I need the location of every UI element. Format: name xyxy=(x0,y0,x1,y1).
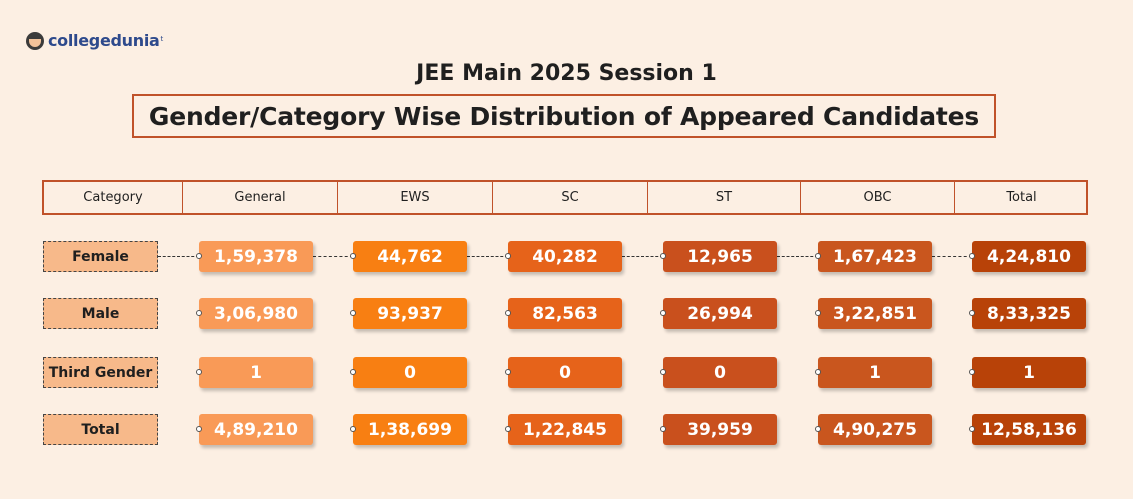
table-cell: 0 xyxy=(660,357,777,388)
cell-value: 39,959 xyxy=(687,419,753,440)
connector-dot-icon xyxy=(505,426,511,432)
row-connector xyxy=(932,256,972,257)
connector-dot-icon xyxy=(505,310,511,316)
header-cell-obc: OBC xyxy=(800,182,954,213)
table-cell: 39,959 xyxy=(660,414,777,445)
cell-value: 93,937 xyxy=(377,303,443,324)
brand-name: collegedunia xyxy=(48,31,160,50)
table-cell: 26,994 xyxy=(660,298,777,329)
connector-dot-icon xyxy=(505,253,511,259)
header-cell-category: Category xyxy=(83,190,143,205)
table-cell: 82,563 xyxy=(505,298,622,329)
table-cell: 1 xyxy=(815,357,932,388)
cell-value: 0 xyxy=(714,362,726,383)
row-connector xyxy=(313,256,353,257)
brand-mark: t xyxy=(160,35,164,43)
cell-value: 1,67,423 xyxy=(833,246,917,267)
cell-value: 1,59,378 xyxy=(214,246,298,267)
connector-dot-icon xyxy=(660,426,666,432)
table-cell: 3,22,851 xyxy=(815,298,932,329)
connector-dot-icon xyxy=(660,253,666,259)
table-cell: 40,282 xyxy=(505,241,622,272)
cell-value: 40,282 xyxy=(532,246,598,267)
row-connector xyxy=(777,256,818,257)
connector-dot-icon xyxy=(350,310,356,316)
table-header: Category General EWS SC ST OBC Total xyxy=(42,180,1088,215)
cell-value: 1 xyxy=(1023,362,1035,383)
connector-dot-icon xyxy=(196,253,202,259)
header-cell-sc: SC xyxy=(492,182,647,213)
table-cell: 1 xyxy=(969,357,1086,388)
connector-dot-icon xyxy=(196,426,202,432)
connector-dot-icon xyxy=(969,310,975,316)
cell-value: 3,22,851 xyxy=(833,303,917,324)
page-title: JEE Main 2025 Session 1 xyxy=(416,61,717,86)
cell-value: 8,33,325 xyxy=(987,303,1071,324)
table-cell: 3,06,980 xyxy=(196,298,313,329)
connector-dot-icon xyxy=(350,426,356,432)
table-cell: 12,58,136 xyxy=(969,414,1086,445)
connector-dot-icon xyxy=(660,310,666,316)
table-cell: 0 xyxy=(350,357,467,388)
header-cell-total: Total xyxy=(954,182,1088,213)
connector-dot-icon xyxy=(350,369,356,375)
cell-value: 26,994 xyxy=(687,303,753,324)
cell-value: 4,90,275 xyxy=(833,419,917,440)
row-label-third-gender: Third Gender xyxy=(43,357,158,388)
table-cell: 93,937 xyxy=(350,298,467,329)
connector-dot-icon xyxy=(815,310,821,316)
cell-value: 12,58,136 xyxy=(981,419,1077,440)
connector-dot-icon xyxy=(505,369,511,375)
connector-dot-icon xyxy=(969,369,975,375)
connector-dot-icon xyxy=(196,369,202,375)
table-cell: 4,89,210 xyxy=(196,414,313,445)
brand-logo: collegedunia t xyxy=(26,31,163,50)
page-subtitle: Gender/Category Wise Distribution of App… xyxy=(132,94,996,138)
cell-value: 3,06,980 xyxy=(214,303,298,324)
connector-dot-icon xyxy=(969,426,975,432)
table-cell: 1,22,845 xyxy=(505,414,622,445)
cell-value: 0 xyxy=(559,362,571,383)
table-cell: 1,38,699 xyxy=(350,414,467,445)
row-connector xyxy=(467,256,508,257)
table-cell: 0 xyxy=(505,357,622,388)
header-cell-st: ST xyxy=(647,182,800,213)
row-connector xyxy=(622,256,663,257)
cell-value: 44,762 xyxy=(377,246,443,267)
cell-value: 1 xyxy=(250,362,262,383)
connector-dot-icon xyxy=(969,253,975,259)
connector-dot-icon xyxy=(815,253,821,259)
connector-dot-icon xyxy=(815,426,821,432)
mascot-icon xyxy=(26,31,44,50)
header-cell-general: General xyxy=(182,182,337,213)
table-cell: 1 xyxy=(196,357,313,388)
table-cell: 8,33,325 xyxy=(969,298,1086,329)
table-cell: 44,762 xyxy=(350,241,467,272)
connector-dot-icon xyxy=(350,253,356,259)
cell-value: 1,38,699 xyxy=(368,419,452,440)
cell-value: 0 xyxy=(404,362,416,383)
row-label-total: Total xyxy=(43,414,158,445)
row-connector xyxy=(158,256,199,257)
cell-value: 4,24,810 xyxy=(987,246,1071,267)
row-label-female: Female xyxy=(43,241,158,272)
connector-dot-icon xyxy=(815,369,821,375)
connector-dot-icon xyxy=(196,310,202,316)
cell-value: 1 xyxy=(869,362,881,383)
table-cell: 4,90,275 xyxy=(815,414,932,445)
table-cell: 1,59,378 xyxy=(196,241,313,272)
row-label-male: Male xyxy=(43,298,158,329)
table-cell: 4,24,810 xyxy=(969,241,1086,272)
cell-value: 82,563 xyxy=(532,303,598,324)
cell-value: 12,965 xyxy=(687,246,753,267)
header-cell-ews: EWS xyxy=(337,182,492,213)
table-cell: 1,67,423 xyxy=(815,241,932,272)
cell-value: 1,22,845 xyxy=(523,419,607,440)
cell-value: 4,89,210 xyxy=(214,419,298,440)
table-cell: 12,965 xyxy=(660,241,777,272)
connector-dot-icon xyxy=(660,369,666,375)
